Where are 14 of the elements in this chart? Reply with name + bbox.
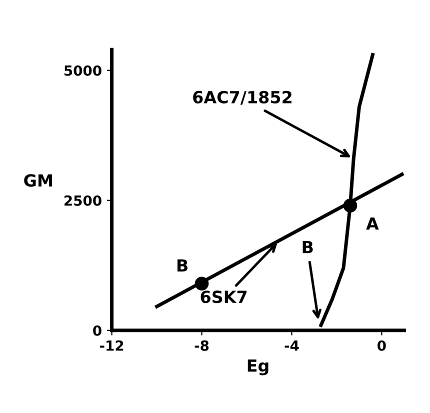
y-tick-label: 0 xyxy=(93,325,102,336)
data-label: B xyxy=(178,259,188,272)
y-axis-title: GM xyxy=(24,174,52,187)
y-tick-label: 2500 xyxy=(64,195,102,206)
x-tick-label: 0 xyxy=(378,340,386,351)
x-tick-label: -12 xyxy=(100,340,124,351)
text: 6AC7/1852 xyxy=(193,90,292,105)
data-label: A xyxy=(366,217,379,230)
x-tick-label: -4 xyxy=(284,340,299,351)
x-tick-label: -8 xyxy=(194,340,209,351)
series-label: 6SK7 xyxy=(200,290,247,304)
x-axis-title: Eg xyxy=(248,360,268,376)
annotation: B xyxy=(302,241,313,254)
y-tick-label: 5000 xyxy=(64,65,102,76)
